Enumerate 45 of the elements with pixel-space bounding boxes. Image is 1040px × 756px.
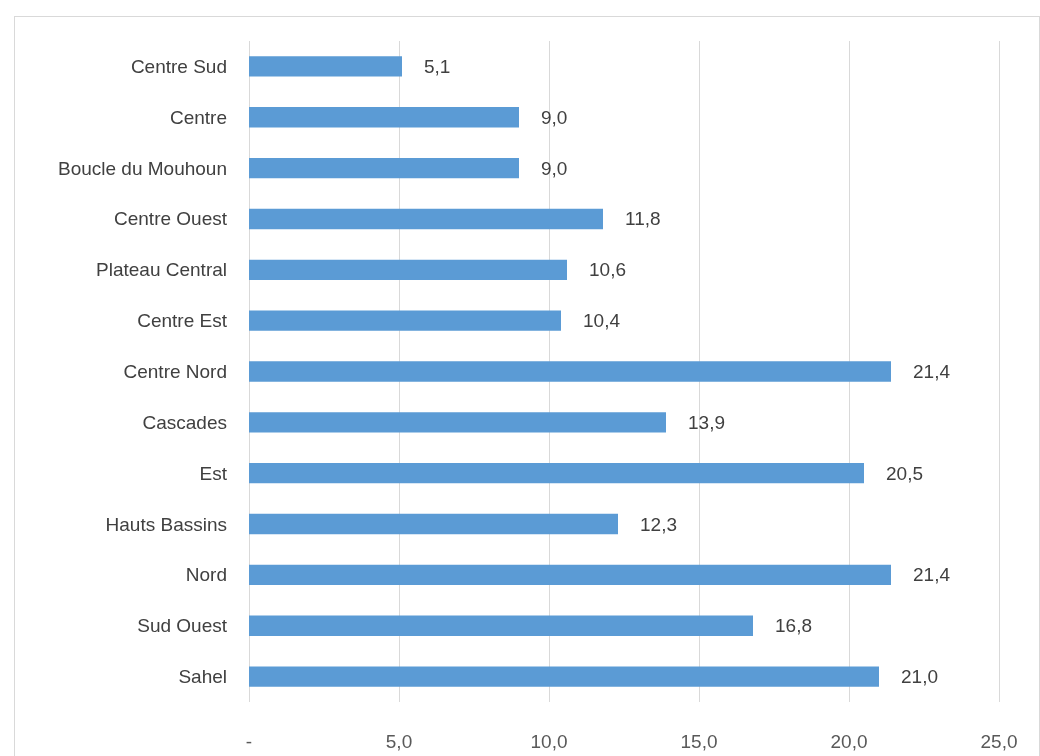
data-label: 9,0 (541, 106, 568, 128)
y-tick-label: Nord (185, 564, 227, 586)
bar (249, 259, 567, 280)
bar (249, 310, 561, 331)
y-tick-label: Cascades (142, 411, 227, 433)
data-label: 20,5 (886, 462, 923, 484)
x-tick-label: 15,0 (680, 731, 718, 752)
x-tick-label: 25,0 (980, 731, 1018, 752)
y-tick-label: Centre Sud (130, 55, 227, 77)
x-tick-label: - (245, 731, 253, 752)
bar (249, 666, 879, 687)
data-label: 10,4 (583, 310, 621, 332)
bar (249, 208, 603, 230)
y-tick-label: Est (199, 462, 228, 484)
y-tick-label: Centre (169, 106, 227, 128)
data-label: 21,4 (913, 361, 951, 382)
x-tick-label: 10,0 (530, 731, 568, 752)
data-label: 5,1 (424, 55, 451, 77)
data-label: 21,4 (913, 564, 951, 586)
data-label: 21,0 (901, 666, 938, 688)
data-label: 12,3 (640, 513, 677, 535)
bar (249, 615, 753, 636)
y-tick-label: Sud Ouest (137, 615, 228, 637)
data-label: 16,8 (775, 615, 812, 637)
data-label: 10,6 (589, 259, 626, 281)
y-tick-label: Sahel (178, 666, 227, 688)
y-tick-label: Hauts Bassins (105, 513, 227, 535)
bar (249, 564, 891, 586)
y-tick-label: Centre Ouest (114, 208, 228, 230)
y-tick-label: Plateau Central (96, 259, 227, 281)
data-label: 9,0 (541, 157, 568, 179)
data-label: 11,8 (625, 208, 661, 230)
x-tick-label: 20,0 (830, 731, 868, 752)
bar (249, 463, 864, 484)
y-tick-label: Centre Est (137, 310, 228, 332)
bar (249, 107, 519, 128)
bar (249, 412, 666, 433)
y-tick-label: Centre Nord (123, 361, 227, 382)
y-tick-label: Boucle du Mouhoun (57, 157, 227, 179)
bar (249, 361, 891, 382)
data-label: 13,9 (688, 411, 725, 433)
bar (249, 56, 402, 77)
bar (249, 513, 618, 535)
bar (249, 157, 519, 179)
x-tick-label: 5,0 (385, 731, 413, 752)
